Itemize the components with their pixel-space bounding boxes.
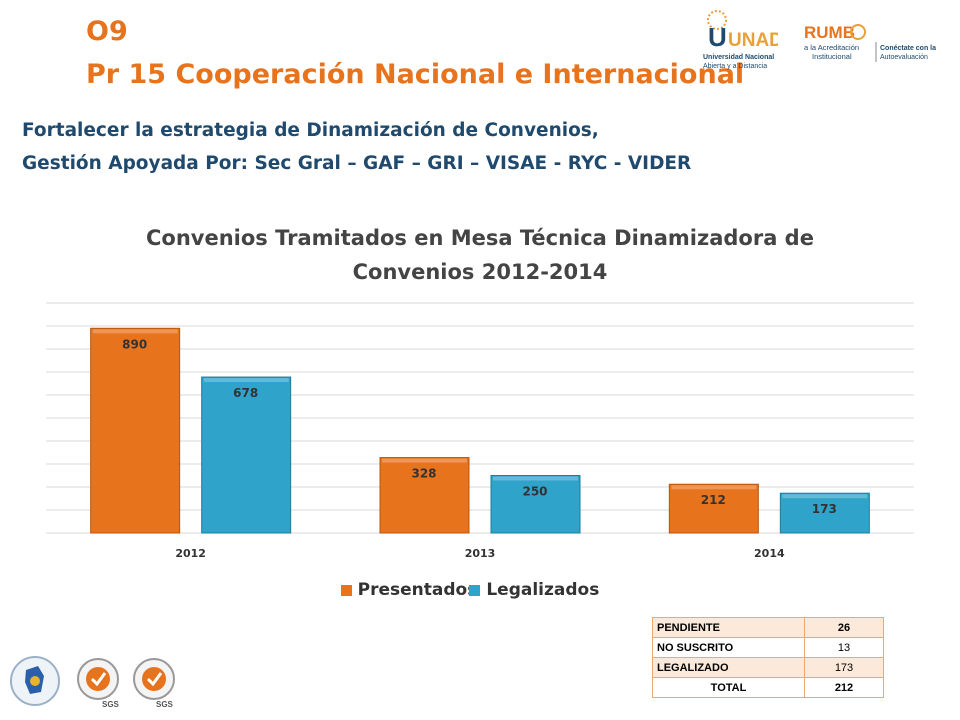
data-label: 212 [701,493,726,507]
chart-legend: Presentados Legalizados [0,580,960,600]
table-cell-value: 26 [804,617,884,638]
data-label: 250 [522,485,547,499]
bar-highlight [671,485,757,490]
chart-title-line-1: Convenios Tramitados en Mesa Técnica Din… [146,226,814,250]
unad-logo: U UNAD Universidad Nacional Abierta y a … [703,10,778,70]
slide-code: O9 [86,16,128,47]
legend-label-presentados: Presentados [357,580,478,600]
bar-chart: 890 678 328 250 212 173 2012 2013 2014 [46,302,914,560]
bar-highlight [493,476,578,481]
unad-logo-sub1: Universidad Nacional [703,54,774,61]
data-label: 678 [233,386,258,400]
table-row: PENDIENTE 26 [652,617,884,638]
x-tick-label: 2014 [754,547,785,560]
legend-item-presentados: Presentados [340,580,478,600]
table-row-total: TOTAL 212 [652,677,884,698]
sgs-seal-icon-1: SGS [77,658,120,709]
subtitle-line-1: Fortalecer la estrategia de Dinamización… [22,120,599,141]
bar-highlight [782,494,868,499]
unad-logo-letter: U [708,22,727,52]
bar-highlight [382,458,467,463]
summary-table: PENDIENTE 26 NO SUSCRITO 13 LEGALIZADO 1… [652,617,884,698]
table-row: LEGALIZADO 173 [652,657,884,678]
colombia-seal-icon [10,656,60,706]
bar-presentados-2013 [379,457,470,534]
table-cell-value: 212 [804,677,884,698]
unad-logo-text: UNAD [728,30,778,51]
rumbo-right-1: Conéctate con la [880,45,936,52]
table-cell-value: 13 [804,637,884,658]
bar-legalizados-2014 [779,492,870,534]
bar-highlight [92,329,178,334]
sgs-label-2: SGS [156,700,174,709]
data-label: 890 [122,337,147,351]
data-label: 328 [411,467,436,481]
legend-swatch-legalizados [469,584,481,596]
rumbo-right-2: Autoevaluación [880,54,928,61]
table-cell-label: TOTAL [652,677,805,698]
table-cell-label: NO SUSCRITO [652,637,805,658]
table-cell-label: LEGALIZADO [652,657,805,678]
rumbo-compass-icon [850,24,866,40]
x-tick-label: 2013 [465,547,496,560]
x-tick-label: 2012 [175,547,206,560]
rumbo-logo-sub2: Institucional [812,52,852,61]
bar-presentados-2014 [668,483,759,534]
bar-highlight [203,378,289,383]
bar-legalizados-2013 [490,475,581,534]
bar-legalizados-2012 [201,376,292,534]
bar-presentados-2012 [90,327,181,534]
rumbo-logo: RUMB a la Acreditación Institucional Con… [804,23,936,62]
rumbo-logo-sub1: a la Acreditación [804,43,859,52]
certification-seals: SGS SGS [10,656,175,709]
legend-item-legalizados: Legalizados [469,580,599,600]
table-cell-value: 173 [804,657,884,678]
table-row: NO SUSCRITO 13 [652,637,884,658]
sgs-seal-icon-2: SGS [133,658,175,709]
legend-label-legalizados: Legalizados [486,580,600,600]
unad-logo-sub2: Abierta y a Distancia [703,63,767,70]
chart-title-line-2: Convenios 2012-2014 [352,260,608,284]
sgs-label-1: SGS [102,700,120,709]
legend-swatch-presentados [340,584,352,596]
table-cell-label: PENDIENTE [652,617,805,638]
data-label: 173 [812,502,837,516]
subtitle-line-2: Gestión Apoyada Por: Sec Gral – GAF – GR… [22,153,692,174]
rumbo-logo-text: RUMB [804,23,855,42]
slide-title: Pr 15 Cooperación Nacional e Internacion… [86,59,745,90]
